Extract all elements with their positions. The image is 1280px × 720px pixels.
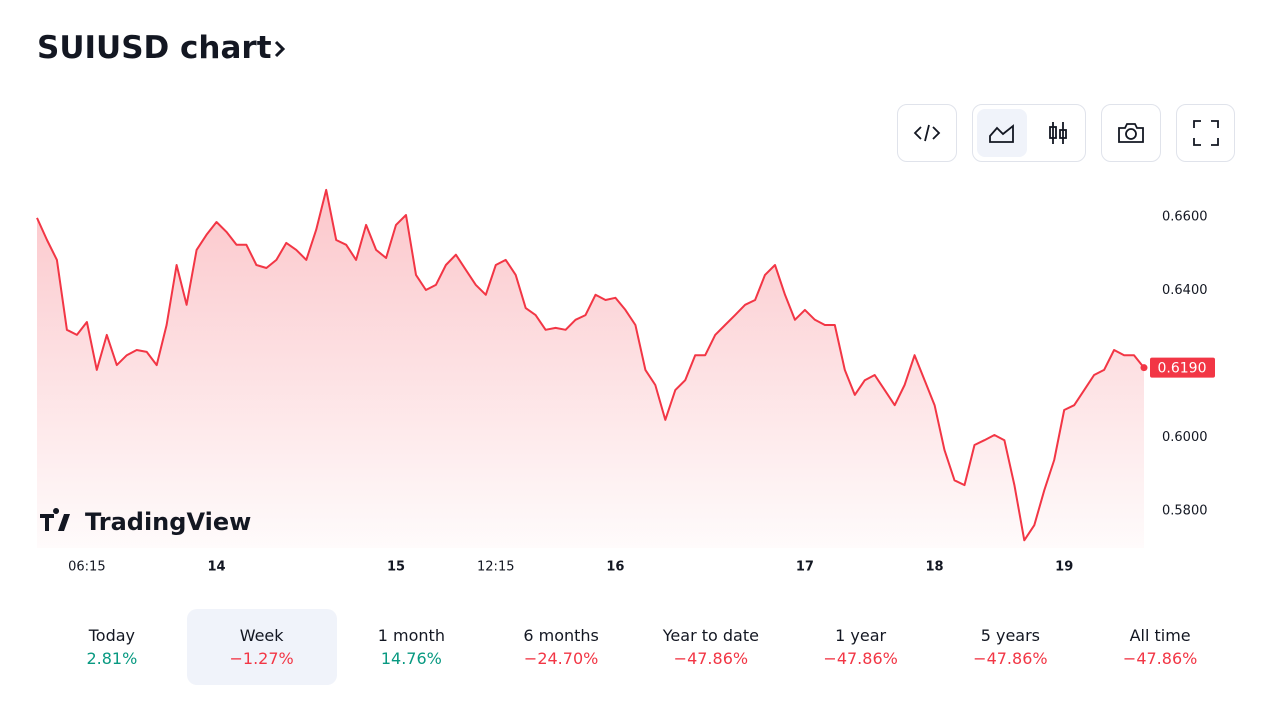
chart-style-toggle (972, 104, 1086, 162)
embed-button[interactable] (897, 104, 957, 162)
period-tab[interactable]: All time −47.86% (1085, 609, 1235, 685)
period-change: −1.27% (229, 649, 294, 668)
fullscreen-button[interactable] (1176, 104, 1235, 162)
x-tick-label: 18 (926, 560, 944, 575)
period-label: Week (239, 626, 284, 645)
period-change: 14.76% (380, 649, 442, 668)
period-label: 1 month (377, 626, 445, 645)
x-tick-label: 14 (207, 560, 225, 575)
x-tick-label: 19 (1055, 560, 1073, 575)
snapshot-button[interactable] (1101, 104, 1161, 162)
x-tick-label: 06:15 (68, 560, 105, 575)
period-change: −47.86% (673, 649, 749, 668)
watermark: TradingView (40, 508, 251, 536)
watermark-text: TradingView (85, 508, 251, 536)
period-change: −24.70% (523, 649, 599, 668)
period-change: −47.86% (823, 649, 898, 668)
page-title[interactable]: SUIUSD chart (37, 30, 288, 66)
period-tab[interactable]: 5 years −47.86% (936, 609, 1086, 685)
chevron-icon (274, 40, 285, 58)
area-style-button[interactable] (977, 109, 1027, 157)
x-tick-label: 12:15 (477, 560, 514, 575)
y-tick-label: 0.6400 (1162, 283, 1208, 298)
x-tick-label: 15 (387, 560, 405, 575)
period-tab[interactable]: Today 2.81% (37, 609, 187, 685)
period-tab[interactable]: Week −1.27% (186, 609, 337, 685)
period-label: 1 year (835, 626, 887, 645)
last-price-dot (1140, 364, 1148, 372)
period-change: −47.86% (973, 649, 1048, 668)
period-change: 2.81% (86, 649, 138, 668)
title-text: SUIUSD chart (37, 30, 272, 66)
period-tab[interactable]: Year to date −47.86% (636, 609, 786, 685)
period-label: Today (88, 626, 136, 645)
period-label: All time (1129, 626, 1191, 645)
chart: 0.5800 0.6000 0.6400 0.6600 06:15 14 15 12:15 16… (36, 188, 1215, 575)
price-label: 0.6190 (1158, 361, 1207, 377)
y-tick-label: 0.5800 (1162, 504, 1208, 519)
period-label: Year to date (662, 626, 759, 645)
period-tabs: Today 2.81% Week −1.27% 1 month 14.76% 6 month… (37, 609, 1235, 685)
candle-style-button[interactable] (1033, 109, 1083, 157)
price-line (36, 188, 1145, 542)
price-label-box (1150, 357, 1215, 378)
y-tick-label: 0.6600 (1162, 209, 1208, 224)
period-tab[interactable]: 1 month 14.76% (337, 609, 487, 685)
period-label: 6 months (523, 626, 599, 645)
period-change: −47.86% (1122, 649, 1198, 668)
period-tab[interactable]: 1 year −47.86% (786, 609, 936, 685)
period-tab[interactable]: 6 months −24.70% (486, 609, 636, 685)
x-tick-label: 17 (796, 560, 814, 575)
period-label: 5 years (980, 626, 1041, 645)
area-fill (37, 189, 1144, 548)
x-tick-label: 16 (606, 560, 624, 575)
y-tick-label: 0.6000 (1162, 430, 1208, 445)
